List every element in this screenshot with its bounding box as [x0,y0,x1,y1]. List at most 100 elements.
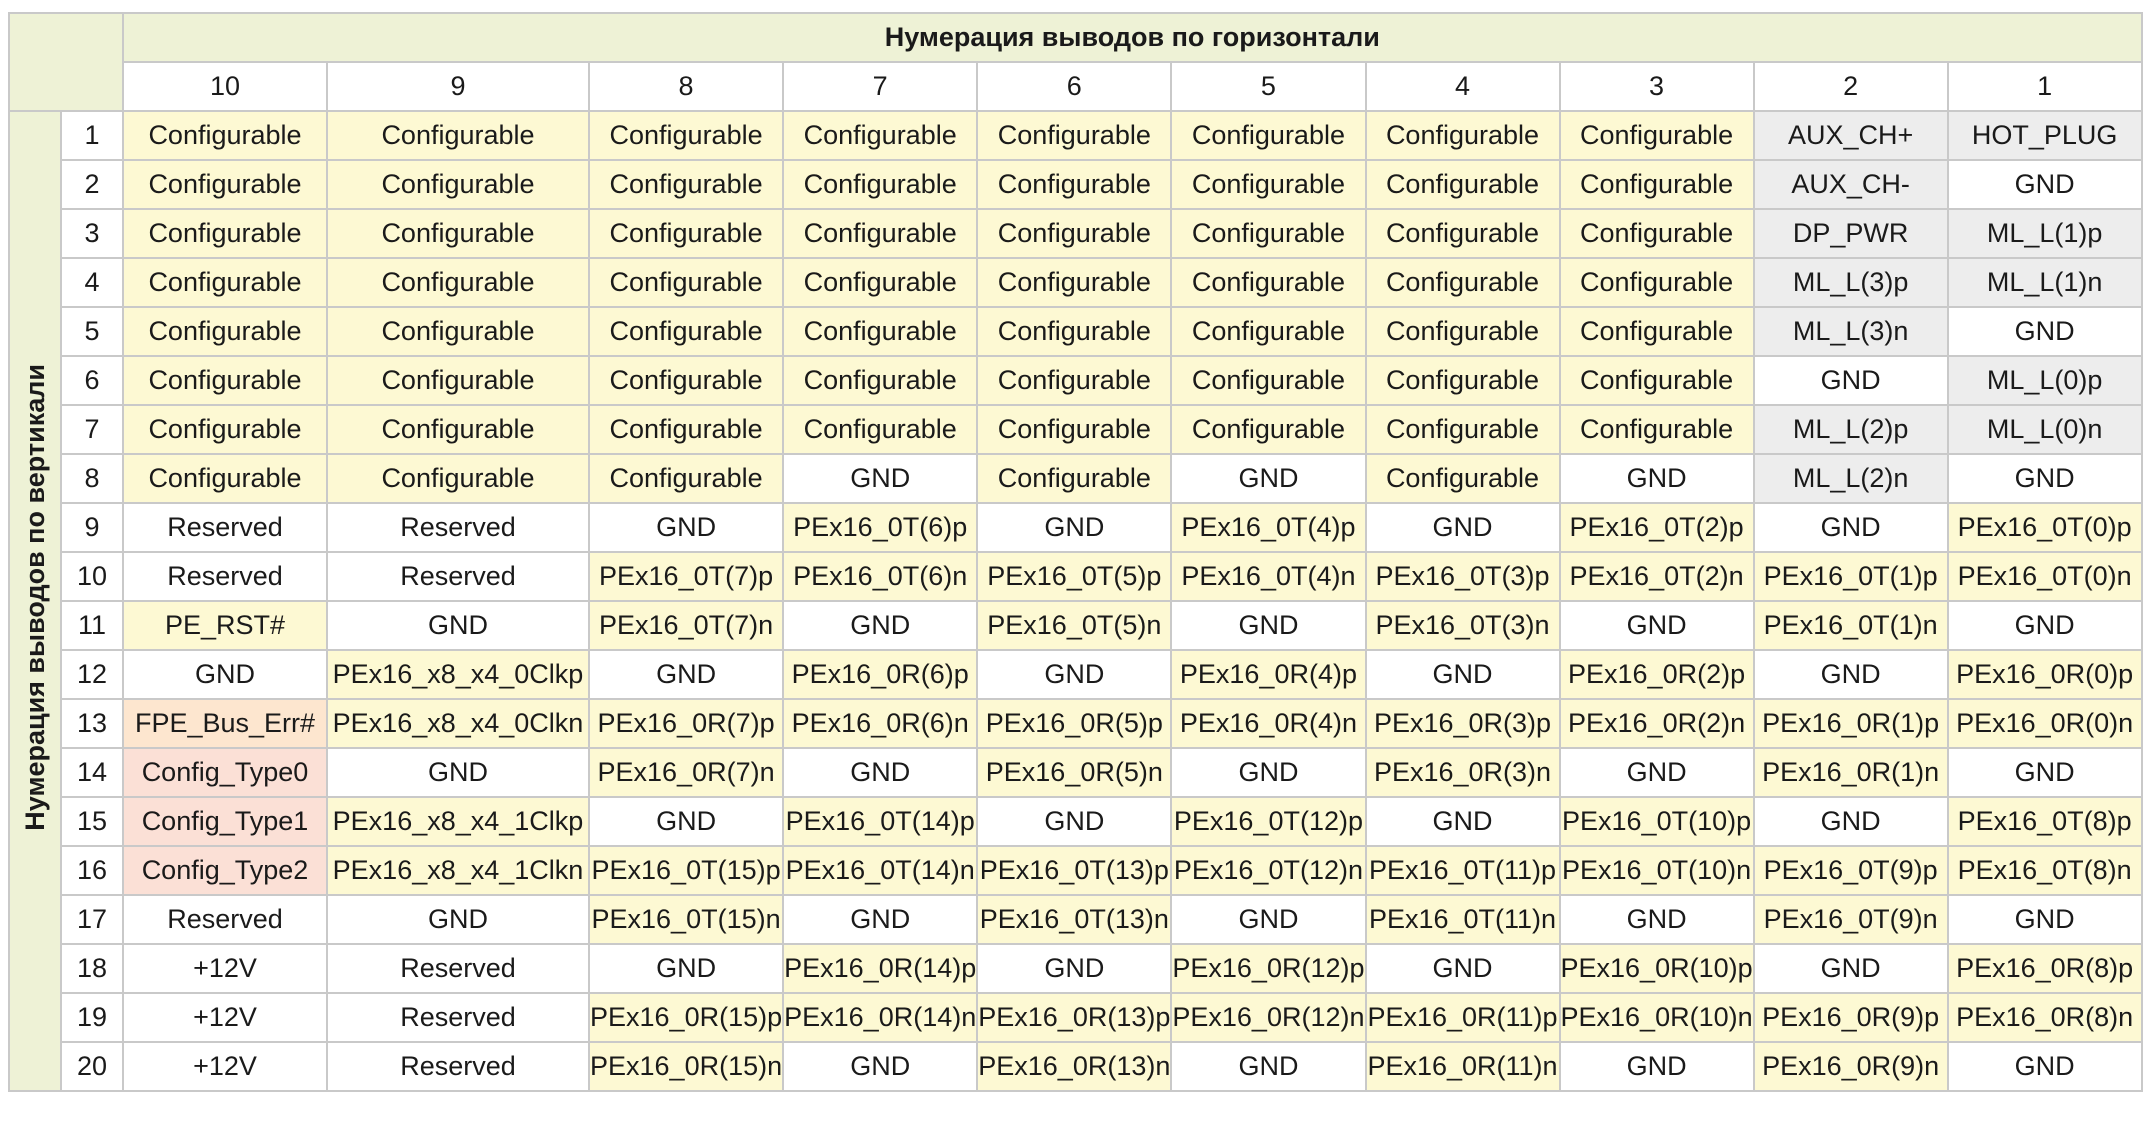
pin-cell: PEx16_0R(5)n [976,747,1173,798]
pin-cell: GND [326,600,590,651]
pin-cell: Configurable [1364,355,1561,406]
pin-cell: PEx16_0T(14)p [782,796,979,847]
pin-cell: PEx16_0T(3)p [1364,551,1561,602]
pin-cell: Configurable [782,306,979,357]
vertical-numbering-title-cell: Нумерация выводов по вертикали [8,110,62,1092]
pin-cell: PEx16_0R(1)p [1752,698,1949,749]
table-row: 15 Config_Type1 PEx16_x8_x4_1Clkp GND PEx16_… [9,796,2143,847]
pin-cell: PEx16_0R(3)n [1364,747,1561,798]
pin-cell: GND [782,600,979,651]
pin-cell: PEx16_0T(11)n [1364,894,1561,945]
pin-cell: Configurable [326,306,590,357]
pin-cell: GND [976,943,1173,994]
pin-cell: GND [587,796,785,847]
pin-cell: Reserved [122,551,328,602]
pinout-table-container: Нумерация выводов по горизонтали 10 9 8 7 6 5… [8,12,2143,1092]
row-number: 11 [60,600,124,651]
pin-cell: DP_PWR [1752,208,1949,259]
pin-cell: GND [1946,159,2143,210]
pin-cell: Configurable [782,208,979,259]
row-number: 1 [60,110,124,161]
pin-cell: Configurable [1170,306,1367,357]
pin-cell: Configurable [1170,404,1367,455]
pin-cell: PEx16_0T(4)p [1170,502,1367,553]
pin-cell: GND [782,453,979,504]
pin-cell: ML_L(3)n [1752,306,1949,357]
pin-cell: Configurable [326,110,590,161]
pin-cell: Configurable [1558,306,1755,357]
pin-cell: Configurable [122,159,328,210]
pin-cell: GND [587,502,785,553]
pin-cell: Configurable [587,159,785,210]
row-number: 7 [60,404,124,455]
column-number-3: 3 [1558,61,1755,112]
pin-cell: PEx16_x8_x4_0Clkp [326,649,590,700]
table-row: 10 Reserved Reserved PEx16_0T(7)p PEx16_0T(6… [9,551,2143,602]
pin-cell: Configurable [587,257,785,308]
pin-cell: Configurable [326,257,590,308]
pin-cell: PEx16_0R(11)p [1364,992,1561,1043]
pin-cell: ML_L(2)n [1752,453,1949,504]
pinout-table: Нумерация выводов по горизонтали 10 9 8 7 6 5… [8,12,2143,1092]
pin-cell: GND [1170,600,1367,651]
pin-cell: PEx16_0T(5)n [976,600,1173,651]
pin-cell: PEx16_0R(11)n [1364,1041,1561,1092]
column-number-6: 6 [976,61,1173,112]
pin-cell: PEx16_0T(10)p [1558,796,1755,847]
pin-cell: GND [1170,1041,1367,1092]
pin-cell: Configurable [326,453,590,504]
pin-cell: Configurable [1170,355,1367,406]
pin-cell: Configurable [122,453,328,504]
pin-cell: PEx16_x8_x4_1Clkn [326,845,590,896]
pin-cell: GND [1364,502,1561,553]
pin-cell: Reserved [122,894,328,945]
pin-cell: Configurable [122,208,328,259]
pin-cell: PEx16_0R(13)n [976,1041,1173,1092]
pin-cell: ML_L(2)p [1752,404,1949,455]
pin-cell: Configurable [1364,159,1561,210]
pin-cell: PEx16_0T(8)p [1946,796,2143,847]
vertical-numbering-title: Нумерация выводов по вертикали [19,364,50,831]
pin-cell: +12V [122,1041,328,1092]
row-number: 8 [60,453,124,504]
pin-cell: Config_Type2 [122,845,328,896]
pin-cell: GND [326,894,590,945]
pin-cell: GND [1946,1041,2143,1092]
row-number: 5 [60,306,124,357]
pin-cell: Reserved [326,992,590,1043]
pin-cell: GND [1752,796,1949,847]
pin-cell: PEx16_0R(9)n [1752,1041,1949,1092]
pin-cell: Configurable [976,453,1173,504]
table-row: 5 Configurable Configurable Configurable Con… [9,306,2143,357]
table-row: 13 FPE_Bus_Err# PEx16_x8_x4_0Clkn PEx16_0R(… [9,698,2143,749]
pin-cell: PEx16_0T(15)n [587,894,785,945]
pin-cell: Configurable [1364,110,1561,161]
pin-cell: PEx16_0R(7)p [587,698,785,749]
pin-cell: Reserved [326,551,590,602]
pin-cell: Config_Type0 [122,747,328,798]
column-number-4: 4 [1364,61,1561,112]
pin-cell: GND [1558,894,1755,945]
pin-cell: Configurable [1364,453,1561,504]
table-row: 18 +12V Reserved GND PEx16_0R(14)p GND PEx16_0… [9,943,2143,994]
table-row: 20 +12V Reserved PEx16_0R(15)n GND PEx16_0R(1… [9,1041,2143,1092]
pin-cell: Reserved [326,943,590,994]
table-row: 11 PE_RST# GND PEx16_0T(7)n GND PEx16_0T(5)n G… [9,600,2143,651]
row-number: 19 [60,992,124,1043]
pin-cell: PEx16_0T(15)p [587,845,785,896]
pin-cell: PEx16_0R(2)p [1558,649,1755,700]
row-number: 2 [60,159,124,210]
pin-cell: PEx16_0T(9)n [1752,894,1949,945]
column-number-7: 7 [782,61,979,112]
pin-cell: GND [1752,355,1949,406]
pin-cell: PEx16_0R(7)n [587,747,785,798]
pin-cell: PEx16_0T(2)p [1558,502,1755,553]
pin-cell: PEx16_0T(0)p [1946,502,2143,553]
pin-cell: Configurable [122,257,328,308]
pin-cell: +12V [122,943,328,994]
pin-cell: PEx16_0T(13)n [976,894,1173,945]
pin-cell: PEx16_0R(8)p [1946,943,2143,994]
table-row: 6 Configurable Configurable Configurable Con… [9,355,2143,406]
pin-cell: Configurable [976,257,1173,308]
pin-cell: ML_L(1)n [1946,257,2143,308]
